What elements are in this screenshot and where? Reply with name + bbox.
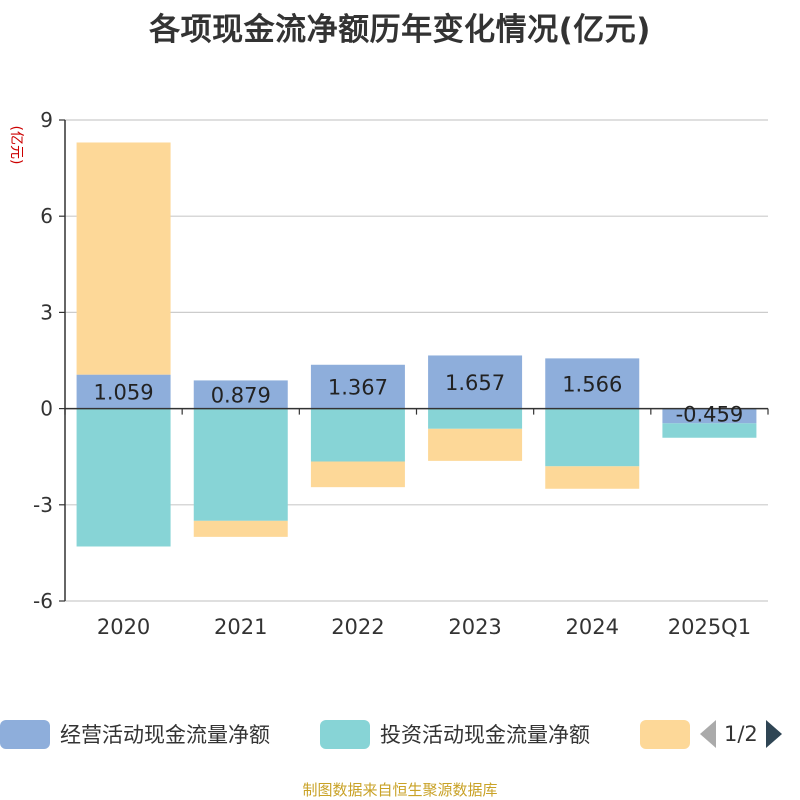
bar-segment-2021-s0 xyxy=(193,380,288,409)
bar-segment-2024-s1 xyxy=(545,408,640,467)
legend-prev-icon[interactable] xyxy=(700,720,716,748)
legend-next-icon[interactable] xyxy=(765,720,782,748)
data-label: 1.367 xyxy=(328,376,388,400)
y-tick-label: 0 xyxy=(40,397,53,421)
data-label: 1.657 xyxy=(445,371,505,395)
bar-segment-2022-s0 xyxy=(310,364,405,409)
legend-swatch-investing xyxy=(320,719,370,749)
legend: 经营活动现金流量净额 投资活动现金流量净额 1/2 xyxy=(0,716,800,756)
bar-segment-2021-s2 xyxy=(193,520,288,537)
bar-segment-2023-s1 xyxy=(428,408,523,429)
data-label: -0.459 xyxy=(676,403,744,427)
bar-segment-2022-s1 xyxy=(310,408,405,462)
y-axis-label: (亿元) xyxy=(8,126,24,165)
chart-title: 各项现金流净额历年变化情况(亿元) xyxy=(149,12,651,48)
legend-label-investing: 投资活动现金流量净额 xyxy=(380,723,590,747)
bar-segment-2024-s2 xyxy=(545,466,640,489)
y-tick-label: -3 xyxy=(33,493,53,517)
bar-segment-2021-s1 xyxy=(193,408,288,521)
legend-swatch-operating xyxy=(0,719,50,749)
x-tick-label: 2020 xyxy=(97,615,150,639)
legend-label-operating: 经营活动现金流量净额 xyxy=(60,723,270,747)
data-label: 1.059 xyxy=(94,381,154,405)
legend-pager: 1/2 xyxy=(700,716,782,752)
y-tick-label: -6 xyxy=(33,589,53,613)
y-tick-label: 9 xyxy=(40,108,53,132)
y-tick-label: 6 xyxy=(40,204,53,228)
x-tick-label: 2025Q1 xyxy=(668,615,751,639)
bar-segment-2020-s0 xyxy=(76,374,171,409)
data-label: 0.879 xyxy=(211,384,271,408)
bar-segment-2023-s2 xyxy=(428,428,523,461)
source-note: 制图数据来自恒生聚源数据库 xyxy=(302,781,498,799)
bar-segment-2024-s0 xyxy=(545,358,640,409)
bar-segment-2023-s0 xyxy=(428,355,523,409)
bar-segment-2020-s2 xyxy=(76,142,171,375)
legend-item-investing[interactable]: 投资活动现金流量净额 xyxy=(320,716,590,752)
legend-item-third[interactable] xyxy=(640,716,690,752)
legend-swatch-third xyxy=(640,719,690,749)
bar-segment-2025Q1-s0 xyxy=(662,408,757,424)
bar-segment-2020-s1 xyxy=(76,408,171,547)
bar-segment-2025Q1-s1 xyxy=(662,423,757,438)
legend-item-operating[interactable]: 经营活动现金流量净额 xyxy=(0,716,270,752)
legend-page-indicator: 1/2 xyxy=(724,722,758,746)
bar-segment-2022-s2 xyxy=(310,461,405,488)
x-tick-label: 2024 xyxy=(566,615,619,639)
x-tick-label: 2021 xyxy=(214,615,267,639)
y-tick-label: 3 xyxy=(40,300,53,324)
data-label: 1.566 xyxy=(562,372,622,396)
x-tick-label: 2023 xyxy=(448,615,501,639)
x-tick-label: 2022 xyxy=(331,615,384,639)
